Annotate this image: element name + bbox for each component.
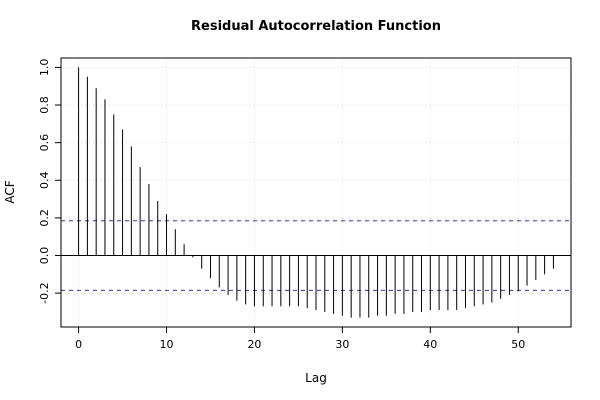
plot-frame [60, 57, 572, 328]
x-tick-label: 0 [75, 338, 82, 351]
x-tick-label: 10 [160, 338, 174, 351]
x-axis-label: Lag [305, 371, 327, 385]
y-tick-label: 0.6 [38, 134, 51, 152]
y-tick-label: 1.0 [38, 59, 51, 77]
y-axis: -0.2 0.0 0.2 0.4 0.6 0.8 1.0 [38, 59, 61, 304]
x-tick-label: 30 [335, 338, 349, 351]
x-tick-label: 20 [247, 338, 261, 351]
y-tick-label: -0.2 [38, 282, 51, 303]
y-tick-label: 0.0 [38, 247, 51, 265]
chart-title: Residual Autocorrelation Function [191, 19, 441, 34]
y-tick-label: 0.2 [38, 209, 51, 227]
x-axis: 0 10 20 30 40 50 [75, 327, 525, 351]
x-tick-label: 40 [423, 338, 437, 351]
confidence-bounds [61, 220, 571, 291]
y-axis-label: ACF [3, 180, 17, 203]
y-tick-label: 0.8 [38, 96, 51, 114]
x-tick-label: 50 [511, 338, 525, 351]
y-tick-label: 0.4 [38, 172, 51, 190]
acf-bars [78, 67, 554, 318]
